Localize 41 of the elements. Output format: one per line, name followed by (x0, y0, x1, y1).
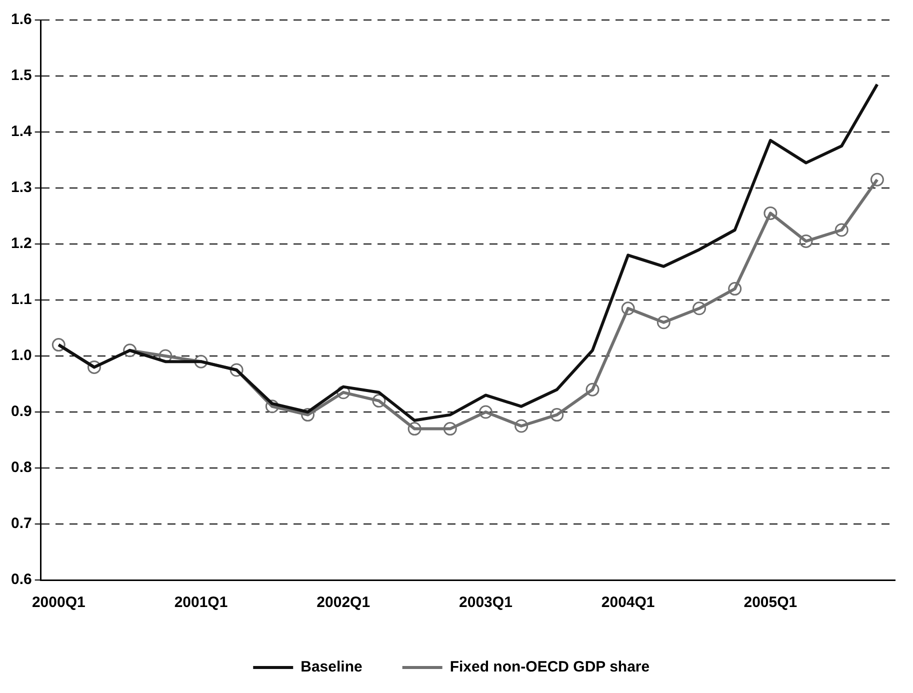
point (123, 344, 137, 358)
x-tick-label: 2004Q1 (601, 594, 655, 612)
y-tick-label: 1.1 (10, 291, 32, 308)
point (408, 422, 422, 436)
point (230, 363, 244, 377)
point (372, 394, 386, 408)
y-tick-label: 1.0 (10, 347, 32, 364)
point (621, 302, 635, 316)
x-tick-label: 2005Q1 (744, 594, 798, 612)
y-tick-label: 0.8 (10, 459, 32, 476)
point (514, 419, 528, 433)
point (834, 223, 848, 237)
point (728, 282, 742, 296)
point (87, 360, 101, 374)
point (799, 234, 813, 248)
legend-label: Fixed non-OECD GDP share (450, 658, 650, 676)
point (550, 408, 564, 422)
x-tick-label: 2000Q1 (32, 594, 86, 612)
point (692, 302, 706, 316)
y-tick-label: 1.2 (10, 235, 32, 252)
x-tick-label: 2002Q1 (316, 594, 370, 612)
point (194, 354, 208, 368)
point (265, 400, 279, 414)
y-tick-label: 1.3 (10, 179, 32, 196)
y-tick-label: 1.6 (10, 11, 32, 28)
point (52, 338, 66, 352)
point (656, 316, 670, 330)
x-tick-label: 2001Q1 (174, 594, 228, 612)
point (301, 408, 315, 422)
x-tick-label: 2003Q1 (459, 594, 512, 612)
point (870, 172, 884, 186)
point (586, 382, 600, 396)
point (443, 422, 457, 436)
point (478, 405, 492, 419)
y-tick-label: 1.4 (10, 123, 32, 140)
y-tick-label: 0.6 (10, 571, 32, 588)
y-tick-label: 0.9 (10, 403, 32, 420)
y-tick-label: 0.7 (10, 515, 32, 532)
legend-label: Baseline (300, 658, 362, 676)
point (764, 206, 778, 220)
y-tick-label: 1.5 (10, 67, 32, 84)
